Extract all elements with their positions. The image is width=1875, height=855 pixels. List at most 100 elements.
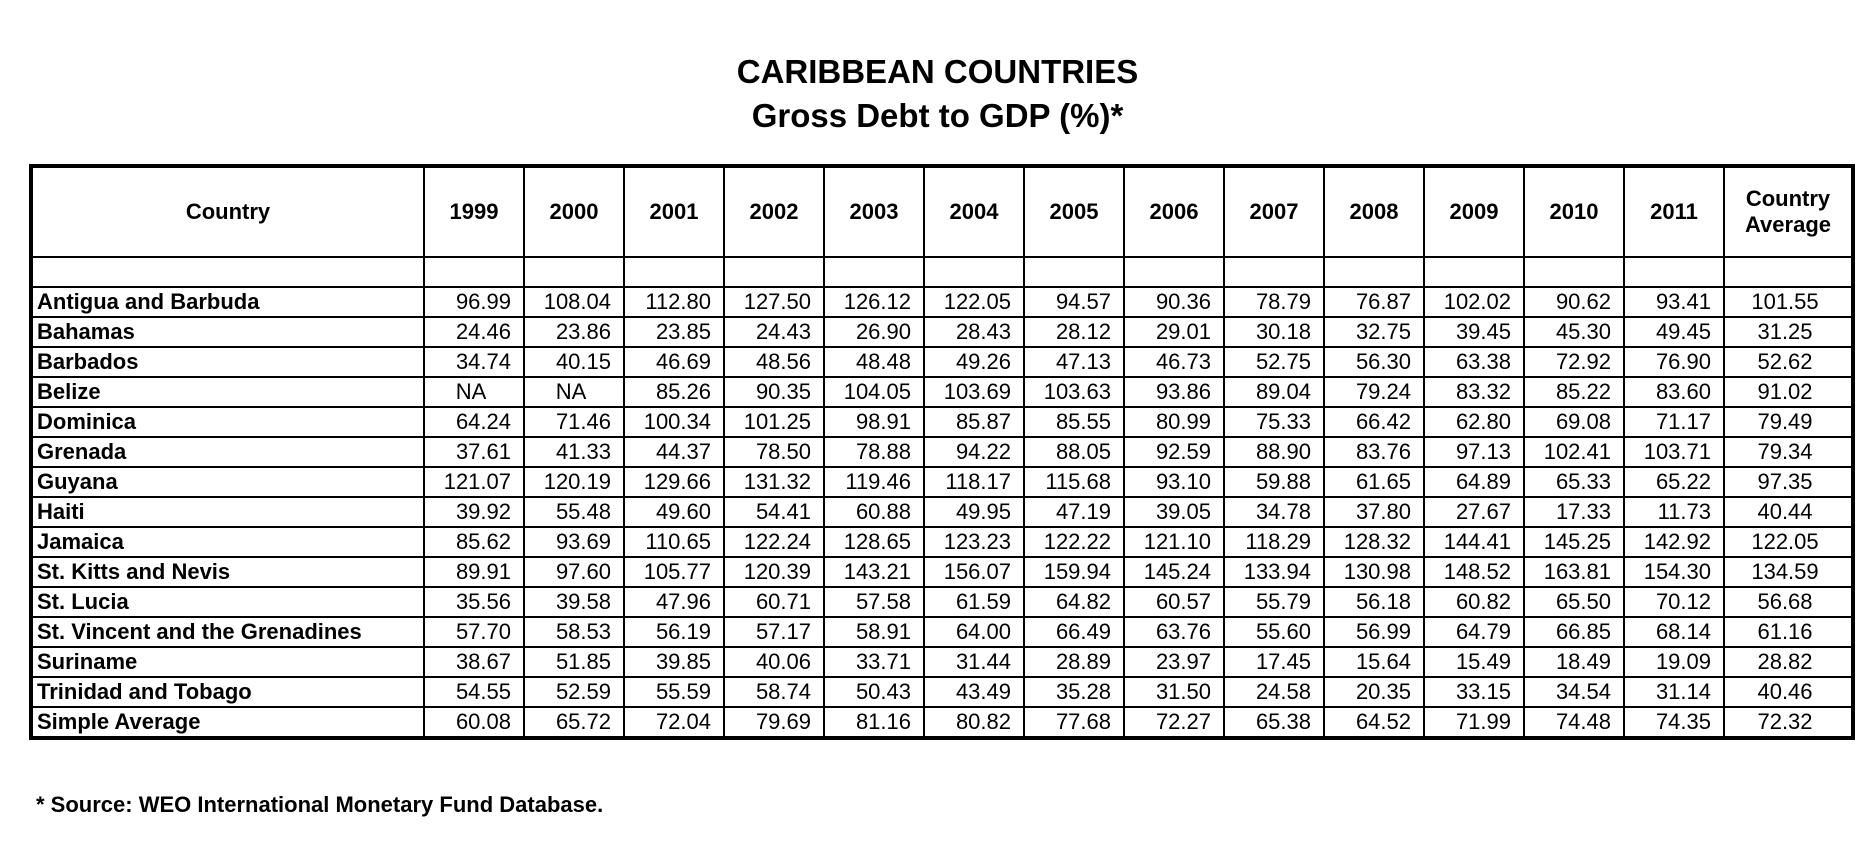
value-cell: 133.94: [1223, 556, 1325, 588]
value-cell: 28.82: [1723, 646, 1854, 678]
value-cell: 79.24: [1323, 376, 1425, 408]
value-cell: 76.87: [1323, 286, 1425, 318]
value-cell: 100.34: [623, 406, 725, 438]
value-cell: 145.24: [1123, 556, 1225, 588]
column-header: 2008: [1323, 165, 1425, 258]
value-cell: 64.52: [1323, 706, 1425, 739]
value-cell: 19.09: [1623, 646, 1725, 678]
value-cell: 121.10: [1123, 526, 1225, 558]
value-cell: 39.05: [1123, 496, 1225, 528]
value-cell: 92.59: [1123, 436, 1225, 468]
column-header: 2005: [1023, 165, 1125, 258]
value-cell: 103.71: [1623, 436, 1725, 468]
value-cell: 35.56: [423, 586, 525, 618]
value-cell: 89.91: [423, 556, 525, 588]
value-cell: 93.86: [1123, 376, 1225, 408]
value-cell: 91.02: [1723, 376, 1854, 408]
value-cell: 110.65: [623, 526, 725, 558]
value-cell: 83.60: [1623, 376, 1725, 408]
column-header: 2003: [823, 165, 925, 258]
spacer-cell: [523, 256, 625, 288]
column-header: 2009: [1423, 165, 1525, 258]
spacer-cell: [1223, 256, 1325, 288]
value-cell: 43.49: [923, 676, 1025, 708]
value-cell: 90.62: [1523, 286, 1625, 318]
value-cell: 56.19: [623, 616, 725, 648]
column-header: 2007: [1223, 165, 1325, 258]
value-cell: 58.91: [823, 616, 925, 648]
value-cell: 85.26: [623, 376, 725, 408]
value-cell: 38.67: [423, 646, 525, 678]
value-cell: 50.43: [823, 676, 925, 708]
value-cell: 97.13: [1423, 436, 1525, 468]
value-cell: 48.56: [723, 346, 825, 378]
value-cell: 63.38: [1423, 346, 1525, 378]
spacer-cell: [923, 256, 1025, 288]
column-header: 2011: [1623, 165, 1725, 258]
value-cell: 66.49: [1023, 616, 1125, 648]
value-cell: 79.49: [1723, 406, 1854, 438]
value-cell: 71.17: [1623, 406, 1725, 438]
value-cell: 57.17: [723, 616, 825, 648]
table-row: St. Vincent and the Grenadines 57.70 58.53…: [30, 616, 1854, 648]
value-cell: 65.50: [1523, 586, 1625, 618]
value-cell: 74.35: [1623, 706, 1725, 739]
value-cell: 90.35: [723, 376, 825, 408]
value-cell: 77.68: [1023, 706, 1125, 739]
value-cell: 15.64: [1323, 646, 1425, 678]
value-cell: 63.76: [1123, 616, 1225, 648]
value-cell: 28.12: [1023, 316, 1125, 348]
table-row: Simple Average 60.08 65.72 72.04 79.69 81.16 8…: [30, 706, 1854, 739]
value-cell: 64.82: [1023, 586, 1125, 618]
value-cell: 65.33: [1523, 466, 1625, 498]
table-header-row: Country 1999 2000 2001 2002 2003 2004 2005 2006 2…: [30, 165, 1854, 258]
value-cell: 80.99: [1123, 406, 1225, 438]
country-cell: Haiti: [30, 496, 425, 528]
value-cell: 49.60: [623, 496, 725, 528]
value-cell: 144.41: [1423, 526, 1525, 558]
value-cell: 24.43: [723, 316, 825, 348]
value-cell: 23.85: [623, 316, 725, 348]
value-cell: 112.80: [623, 286, 725, 318]
value-cell: 64.79: [1423, 616, 1525, 648]
value-cell: 103.69: [923, 376, 1025, 408]
value-cell: 49.26: [923, 346, 1025, 378]
country-cell: Belize: [30, 376, 425, 408]
value-cell: 105.77: [623, 556, 725, 588]
value-cell: 102.41: [1523, 436, 1625, 468]
value-cell: 61.65: [1323, 466, 1425, 498]
value-cell: 61.59: [923, 586, 1025, 618]
value-cell: 23.97: [1123, 646, 1225, 678]
value-cell: 68.14: [1623, 616, 1725, 648]
value-cell: 93.69: [523, 526, 625, 558]
source-note: * Source: WEO International Monetary Fun…: [36, 792, 604, 817]
value-cell: 60.82: [1423, 586, 1525, 618]
country-cell: St. Kitts and Nevis: [30, 556, 425, 588]
spacer-cell: [1623, 256, 1725, 288]
country-cell: Dominica: [30, 406, 425, 438]
value-cell: 83.32: [1423, 376, 1525, 408]
value-cell: 159.94: [1023, 556, 1125, 588]
value-cell: 49.95: [923, 496, 1025, 528]
column-header: 1999: [423, 165, 525, 258]
value-cell: 52.75: [1223, 346, 1325, 378]
value-cell: 56.99: [1323, 616, 1425, 648]
table-row: Jamaica 85.62 93.69 110.65 122.24 128.65 123.2…: [30, 526, 1854, 558]
value-cell: 72.27: [1123, 706, 1225, 739]
spacer-cell: [1423, 256, 1525, 288]
value-cell: 55.59: [623, 676, 725, 708]
value-cell: 30.18: [1223, 316, 1325, 348]
column-header: 2002: [723, 165, 825, 258]
value-cell: 143.21: [823, 556, 925, 588]
value-cell: 85.62: [423, 526, 525, 558]
spacer-cell: [1023, 256, 1125, 288]
value-cell: 45.30: [1523, 316, 1625, 348]
value-cell: 26.90: [823, 316, 925, 348]
value-cell: 154.30: [1623, 556, 1725, 588]
value-cell: 69.08: [1523, 406, 1625, 438]
value-cell: NA: [523, 376, 625, 408]
value-cell: 72.04: [623, 706, 725, 739]
table-row: Bahamas 24.46 23.86 23.85 24.43 26.90 28.43 28.…: [30, 316, 1854, 348]
column-header: 2010: [1523, 165, 1625, 258]
value-cell: 65.22: [1623, 466, 1725, 498]
